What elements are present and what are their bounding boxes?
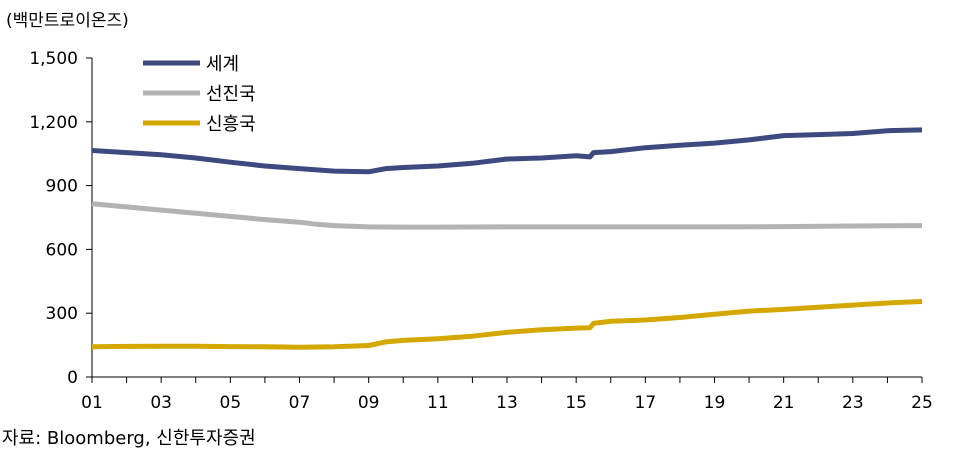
x-tick-label: 05	[220, 393, 242, 413]
y-tick-label: 300	[46, 304, 78, 324]
legend-label-2: 선진국	[206, 84, 256, 105]
y-tick-label: 1,500	[29, 49, 78, 69]
x-tick-label: 13	[496, 393, 518, 413]
x-tick-label: 07	[289, 393, 311, 413]
x-tick-label: 19	[704, 393, 726, 413]
x-tick-label: 03	[150, 393, 172, 413]
axes: 0 300 600 900 1,200 1,500 01 03 05 07 09 11 13 15 17 19…	[29, 49, 932, 413]
x-tick-label: 17	[635, 393, 657, 413]
y-tick-label: 600	[46, 240, 78, 260]
x-tick-label: 15	[565, 393, 587, 413]
legend-label-1: 세계	[206, 54, 239, 75]
x-tick-label: 23	[842, 393, 864, 413]
series-line-2	[91, 201, 923, 230]
y-tick-label: 0	[67, 368, 78, 388]
x-tick-label: 25	[911, 393, 933, 413]
x-tick-label: 01	[81, 393, 103, 413]
series-layer	[91, 127, 923, 350]
unit-label: (백만트로이온즈)	[6, 11, 129, 31]
series-line-1	[91, 127, 923, 175]
legend-label-3: 신흥국	[206, 114, 256, 135]
y-tick-label: 1,200	[29, 113, 78, 133]
series-line-3	[91, 299, 923, 350]
source-note: 자료: Bloomberg, 신한투자증권	[2, 428, 256, 449]
y-tick-label: 900	[46, 177, 78, 197]
x-tick-label: 21	[773, 393, 795, 413]
x-tick-label: 11	[427, 393, 449, 413]
x-tick-label: 09	[358, 393, 380, 413]
